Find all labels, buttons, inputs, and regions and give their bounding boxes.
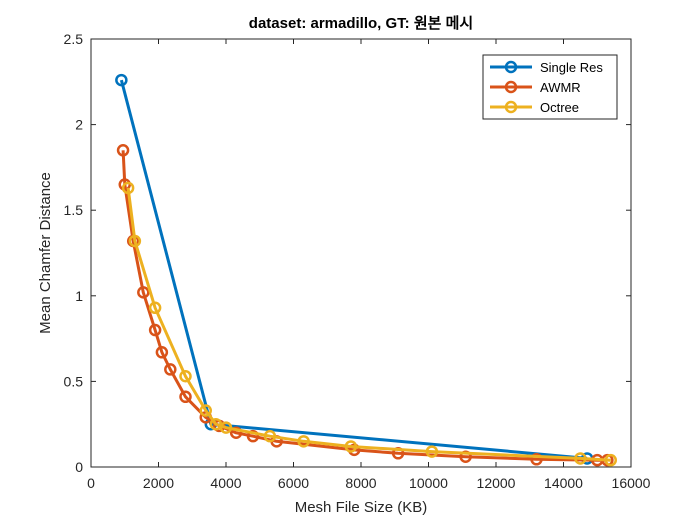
x-tick-label: 12000 [477, 475, 516, 491]
data-point-octree [128, 234, 142, 248]
y-tick-label: 0.5 [64, 373, 84, 389]
data-point-octree [219, 421, 233, 434]
data-point-octree [297, 435, 310, 448]
series-octree [121, 181, 617, 467]
data-point-octree [148, 301, 162, 315]
x-tick-label: 4000 [210, 475, 241, 491]
data-point-octree [574, 452, 587, 465]
legend: Single Res AWMR Octree [482, 54, 618, 120]
x-tick-label: 2000 [143, 475, 174, 491]
axes-layer: 0 2000 4000 6000 8000 10000 12000 14000 16000 0 0.… [64, 31, 651, 491]
x-tick-label: 8000 [345, 475, 376, 491]
data-point-octree [121, 181, 135, 195]
data-point-awmr [155, 346, 169, 359]
legend-label-octree: Octree [540, 100, 579, 115]
legend-marker-single-res [504, 60, 518, 74]
data-point-octree [344, 440, 358, 453]
x-tick-label: 14000 [544, 475, 583, 491]
legend-marker-awmr [504, 80, 518, 94]
legend-label-single-res: Single Res [540, 60, 603, 75]
y-tick-label: 2 [75, 117, 83, 133]
series-line-octree [126, 187, 611, 462]
data-point-awmr [116, 144, 130, 157]
x-tick-label: 0 [87, 475, 95, 491]
data-point-awmr [229, 426, 243, 440]
legend-label-awmr: AWMR [540, 80, 581, 95]
legend-marker-octree [504, 100, 518, 114]
data-point-awmr [137, 286, 150, 299]
data-point-awmr [246, 429, 260, 443]
data-point-octree [263, 429, 277, 443]
data-point-single-res [115, 73, 128, 87]
data-point-awmr [179, 390, 192, 404]
data-point-awmr [148, 323, 162, 337]
y-axis-label: Mean Chamfer Distance [37, 172, 54, 334]
x-tick-label: 10000 [409, 475, 448, 491]
data-point-awmr [118, 178, 131, 191]
y-tick-label: 1.5 [64, 202, 84, 218]
y-tick-label: 1 [75, 288, 83, 304]
y-tick-label: 0 [75, 459, 83, 475]
data-point-octree [425, 445, 439, 458]
x-tick-label: 6000 [278, 475, 309, 491]
series-layer [115, 73, 617, 467]
x-axis-label: Mesh File Size (KB) [295, 499, 428, 516]
chart-title: dataset: armadillo, GT: 원본 메시 [249, 15, 473, 32]
data-point-awmr [348, 443, 361, 457]
data-point-awmr [164, 363, 177, 376]
data-point-octree [179, 370, 192, 383]
x-tick-label: 16000 [612, 475, 651, 491]
data-point-awmr [530, 453, 543, 466]
y-tick-label: 2.5 [64, 31, 84, 47]
data-point-octree [604, 453, 617, 467]
data-point-octree [199, 404, 212, 417]
